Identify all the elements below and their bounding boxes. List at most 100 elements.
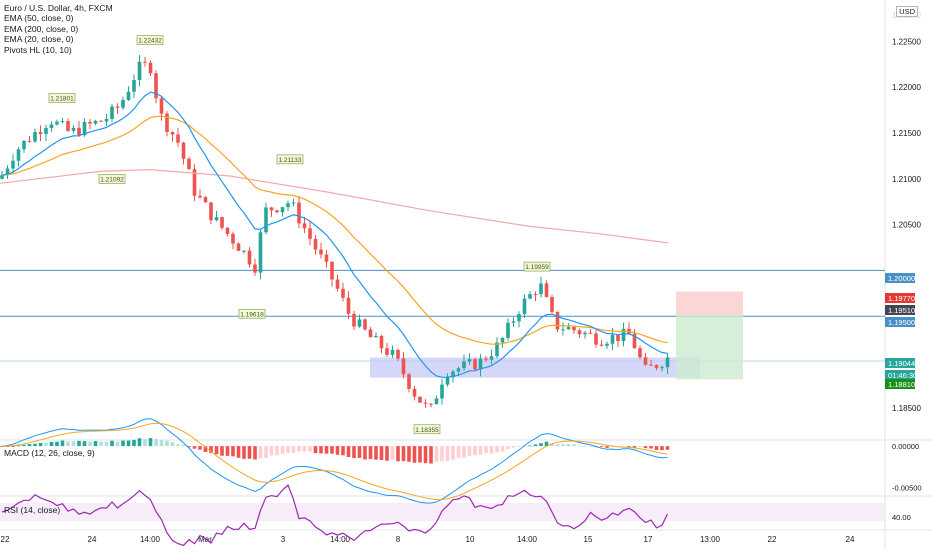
candle-body [451,371,455,378]
rsi-label[interactable]: RSI (14, close) [4,505,61,515]
macd-bar [374,446,378,460]
y-tick-label: 1.21000 [892,175,921,184]
candle-body [126,91,131,100]
macd-bar [429,446,433,464]
candle-body [352,313,356,327]
macd-bar [610,446,615,447]
candle-body [654,365,659,368]
position-target-zone [676,315,743,380]
macd-bar [104,441,109,447]
candle-body [220,217,224,228]
candle-body [500,337,505,343]
macd-bar [363,446,367,460]
candle-body [390,349,395,355]
candles-group [0,54,670,408]
candle-body [291,202,296,204]
candle-body [467,359,472,362]
legend-ema50[interactable]: EMA (50, close, 0) [4,13,74,24]
macd-bar [38,442,43,447]
pivot-label: 1.18355 [415,427,439,434]
candle-body [440,384,444,399]
macd-bar [44,442,48,447]
chart-legend: Euro / U.S. Dollar, 4h, FXCM EMA (50, cl… [4,3,113,55]
macd-bar [500,446,505,452]
rsi-y-tick: 40.00 [892,513,911,522]
x-tick-label: 3 [281,535,286,544]
macd-bar [115,441,120,447]
macd-label[interactable]: MACD (12, 26, close, 9) [4,448,95,458]
candle-body [258,232,263,273]
y-tick-label: 1.21500 [892,129,921,138]
candle-body [462,361,466,369]
macd-bar [181,444,186,447]
x-tick-label: 10 [466,535,475,544]
macd-bar [440,446,444,462]
price-tag-box [885,305,915,315]
x-tick-label: 24 [88,535,97,544]
candle-body [484,358,488,360]
candle-body [33,132,37,142]
macd-bar [522,446,527,447]
candle-body [374,336,378,338]
candle-body [55,121,59,125]
macd-bar [555,444,560,447]
pivot-label-box [238,308,266,319]
x-tick-label: 14:00 [330,535,351,544]
candle-body [198,195,202,198]
candle-body [495,342,499,357]
candle-body [517,314,521,322]
macd-bar [71,441,76,447]
macd-bar [456,446,461,458]
candle-body [253,264,257,273]
macd-bar [5,446,10,447]
macd-bar [258,446,263,459]
candle-body [60,121,65,123]
macd-bar [49,441,54,447]
candle-body [159,98,164,114]
candle-body [561,329,565,331]
macd-bar [478,446,483,455]
candle-body [605,343,609,346]
candle-body [401,358,406,375]
candle-body [456,368,461,372]
macd-bar [506,446,510,450]
candle-body [269,207,274,211]
candle-body [110,106,114,119]
candle-body [49,124,54,129]
macd-bar [550,443,554,447]
x-tick-label: 8 [396,535,401,544]
macd-histogram [0,438,670,464]
macd-bar [148,438,153,447]
macd-bar [572,444,576,447]
candle-body [528,294,532,299]
candle-body [544,283,549,298]
macd-bar [566,444,571,447]
legend-ema20[interactable]: EMA (20, close, 0) [4,34,74,45]
legend-pivots[interactable]: Pivots HL (10, 10) [4,44,72,55]
macd-bar [203,446,208,453]
macd-bar [297,446,301,452]
macd-bar [649,446,653,449]
macd-signal-line [1,422,668,501]
macd-bar [599,446,604,447]
legend-ema200[interactable]: EMA (200, close, 0) [4,23,79,34]
rsi-band [0,503,885,521]
candle-body [434,398,439,405]
x-tick-label: 13:00 [700,535,721,544]
macd-bar [341,446,345,456]
candle-body [225,227,230,234]
x-tick-label: 15 [584,535,593,544]
pivot-label: 1.19959 [525,264,549,271]
candle-body [412,388,417,397]
macd-bar [412,446,417,463]
candle-body [357,319,362,327]
macd-bar [638,446,642,448]
candle-body [616,334,620,341]
symbol-title: Euro / U.S. Dollar, 4h, FXCM [4,3,113,13]
pivot-label-box [523,261,551,272]
candle-body [93,120,98,124]
currency-label[interactable]: USD [896,6,918,17]
macd-bar [220,446,224,456]
